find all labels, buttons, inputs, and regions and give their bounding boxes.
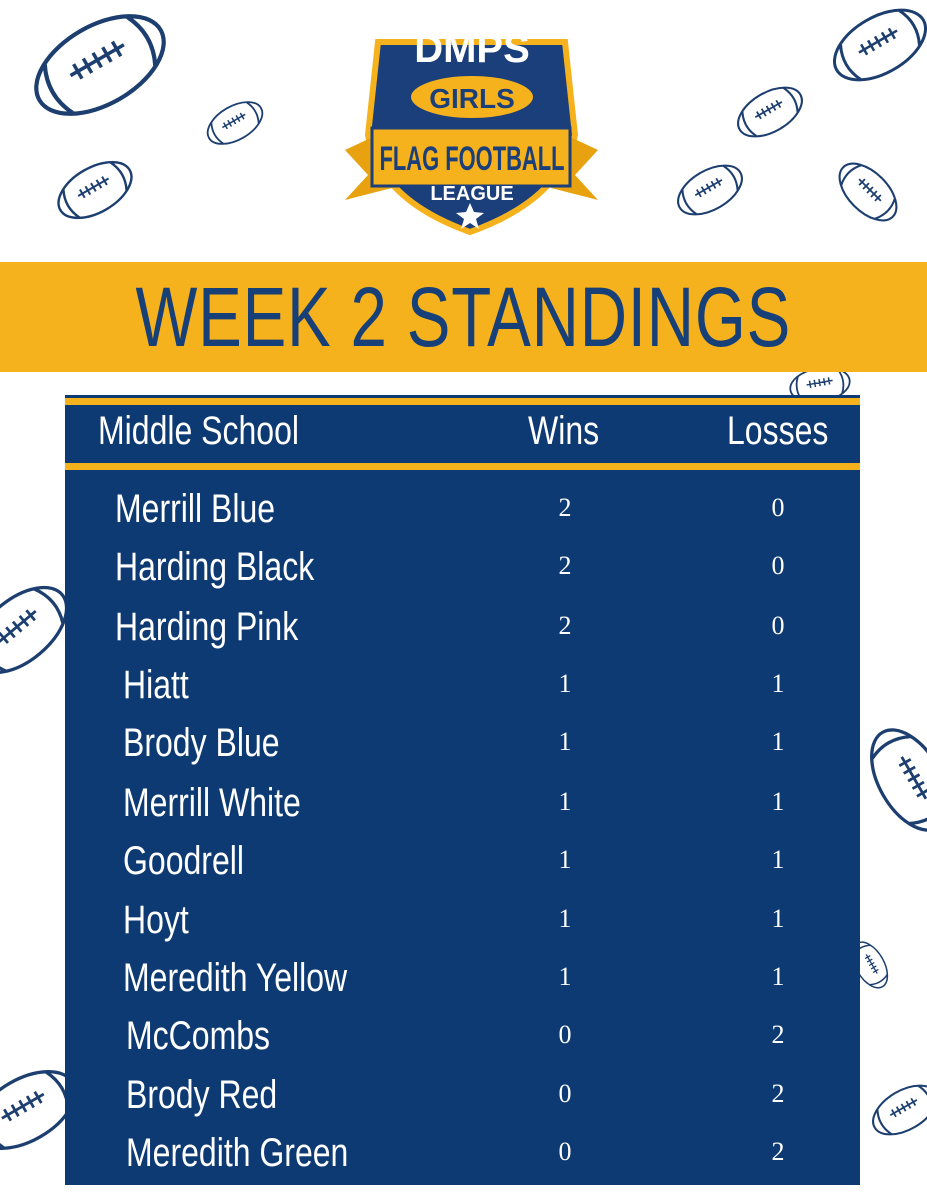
team-name-text: Brody Red	[126, 1073, 278, 1117]
losses: 0	[748, 551, 808, 581]
header-cell: Wins	[528, 409, 617, 454]
wins: 2	[535, 493, 595, 523]
losses: 1	[748, 904, 808, 934]
wins-text: 2	[558, 611, 572, 640]
losses: 2	[748, 1020, 808, 1050]
team-name: Hoyt	[123, 898, 205, 943]
wins: 1	[535, 962, 595, 992]
wins: 2	[535, 551, 595, 581]
team-name-text: Merrill Blue	[115, 487, 276, 531]
team-name-text: Meredith Green	[126, 1131, 349, 1175]
header-rule	[65, 398, 860, 405]
header-cell-text: Middle School	[98, 409, 299, 453]
losses: 1	[748, 669, 808, 699]
wins-text: 2	[558, 493, 572, 522]
team-name-text: Harding Pink	[115, 605, 299, 649]
logo-text: FLAG FOOTBALL	[380, 140, 565, 178]
standings-table: Middle School Wins Losses Merrill Blue 2 0 Har…	[65, 395, 860, 1185]
team-name: Brody Blue	[123, 721, 319, 766]
team-name: Harding Black	[115, 545, 364, 590]
team-name: Brody Red	[126, 1073, 315, 1118]
team-name-text: Hiatt	[123, 663, 189, 707]
wins: 1	[535, 727, 595, 757]
losses-text: 1	[771, 962, 785, 991]
wins: 1	[535, 787, 595, 817]
team-name: Merrill Blue	[115, 487, 315, 532]
wins: 0	[535, 1020, 595, 1050]
wins: 1	[535, 904, 595, 934]
team-name-text: McCombs	[126, 1014, 271, 1058]
losses-text: 1	[771, 845, 785, 874]
losses-text: 2	[771, 1020, 785, 1049]
wins: 2	[535, 611, 595, 641]
losses-text: 0	[771, 611, 785, 640]
wins-text: 0	[558, 1079, 572, 1108]
team-name: Merrill White	[123, 781, 345, 826]
wins-text: 1	[558, 845, 572, 874]
team-name-text: Hoyt	[123, 898, 189, 942]
losses: 1	[748, 962, 808, 992]
losses-text: 1	[771, 727, 785, 756]
losses-text: 2	[771, 1079, 785, 1108]
wins: 1	[535, 845, 595, 875]
losses: 0	[748, 493, 808, 523]
header-cell: Losses	[727, 409, 854, 454]
losses-text: 1	[771, 904, 785, 933]
wins-text: 1	[558, 904, 572, 933]
team-name: Harding Pink	[115, 605, 344, 650]
team-name-text: Harding Black	[115, 545, 315, 589]
wins: 0	[535, 1079, 595, 1109]
title-band	[0, 262, 927, 372]
wins-text: 1	[558, 727, 572, 756]
team-name-text: Brody Blue	[123, 721, 280, 765]
header-rule	[65, 463, 860, 470]
losses: 0	[748, 611, 808, 641]
losses: 1	[748, 787, 808, 817]
team-name-text: Merrill White	[123, 781, 301, 825]
team-name: Hiatt	[123, 663, 205, 708]
team-name: McCombs	[126, 1014, 306, 1059]
logo-text: GIRLS	[429, 83, 515, 114]
team-name: Meredith Green	[126, 1131, 404, 1176]
wins-text: 0	[558, 1020, 572, 1049]
losses-text: 1	[771, 669, 785, 698]
losses: 1	[748, 845, 808, 875]
wins: 1	[535, 669, 595, 699]
title-text: WEEK 2 STANDINGS	[135, 270, 792, 364]
team-name-text: Meredith Yellow	[123, 956, 348, 1000]
wins: 0	[535, 1137, 595, 1167]
wins-text: 1	[558, 962, 572, 991]
team-name-text: Goodrell	[123, 839, 244, 883]
logo-text: LEAGUE	[430, 183, 513, 205]
losses-text: 2	[771, 1137, 785, 1166]
wins-text: 0	[558, 1137, 572, 1166]
losses: 2	[748, 1079, 808, 1109]
header-cell-text: Losses	[727, 409, 829, 453]
losses-text: 0	[771, 493, 785, 522]
losses: 2	[748, 1137, 808, 1167]
wins-text: 2	[558, 551, 572, 580]
title: WEEK 2 STANDINGS	[0, 262, 927, 372]
losses-text: 1	[771, 787, 785, 816]
logo-text: DMPS	[414, 27, 530, 71]
team-name: Goodrell	[123, 839, 274, 884]
header-cell-text: Wins	[528, 409, 600, 453]
losses: 1	[748, 727, 808, 757]
losses-text: 0	[771, 551, 785, 580]
team-name: Meredith Yellow	[123, 956, 403, 1001]
wins-text: 1	[558, 669, 572, 698]
wins-text: 1	[558, 787, 572, 816]
header-cell: Middle School	[98, 409, 349, 454]
